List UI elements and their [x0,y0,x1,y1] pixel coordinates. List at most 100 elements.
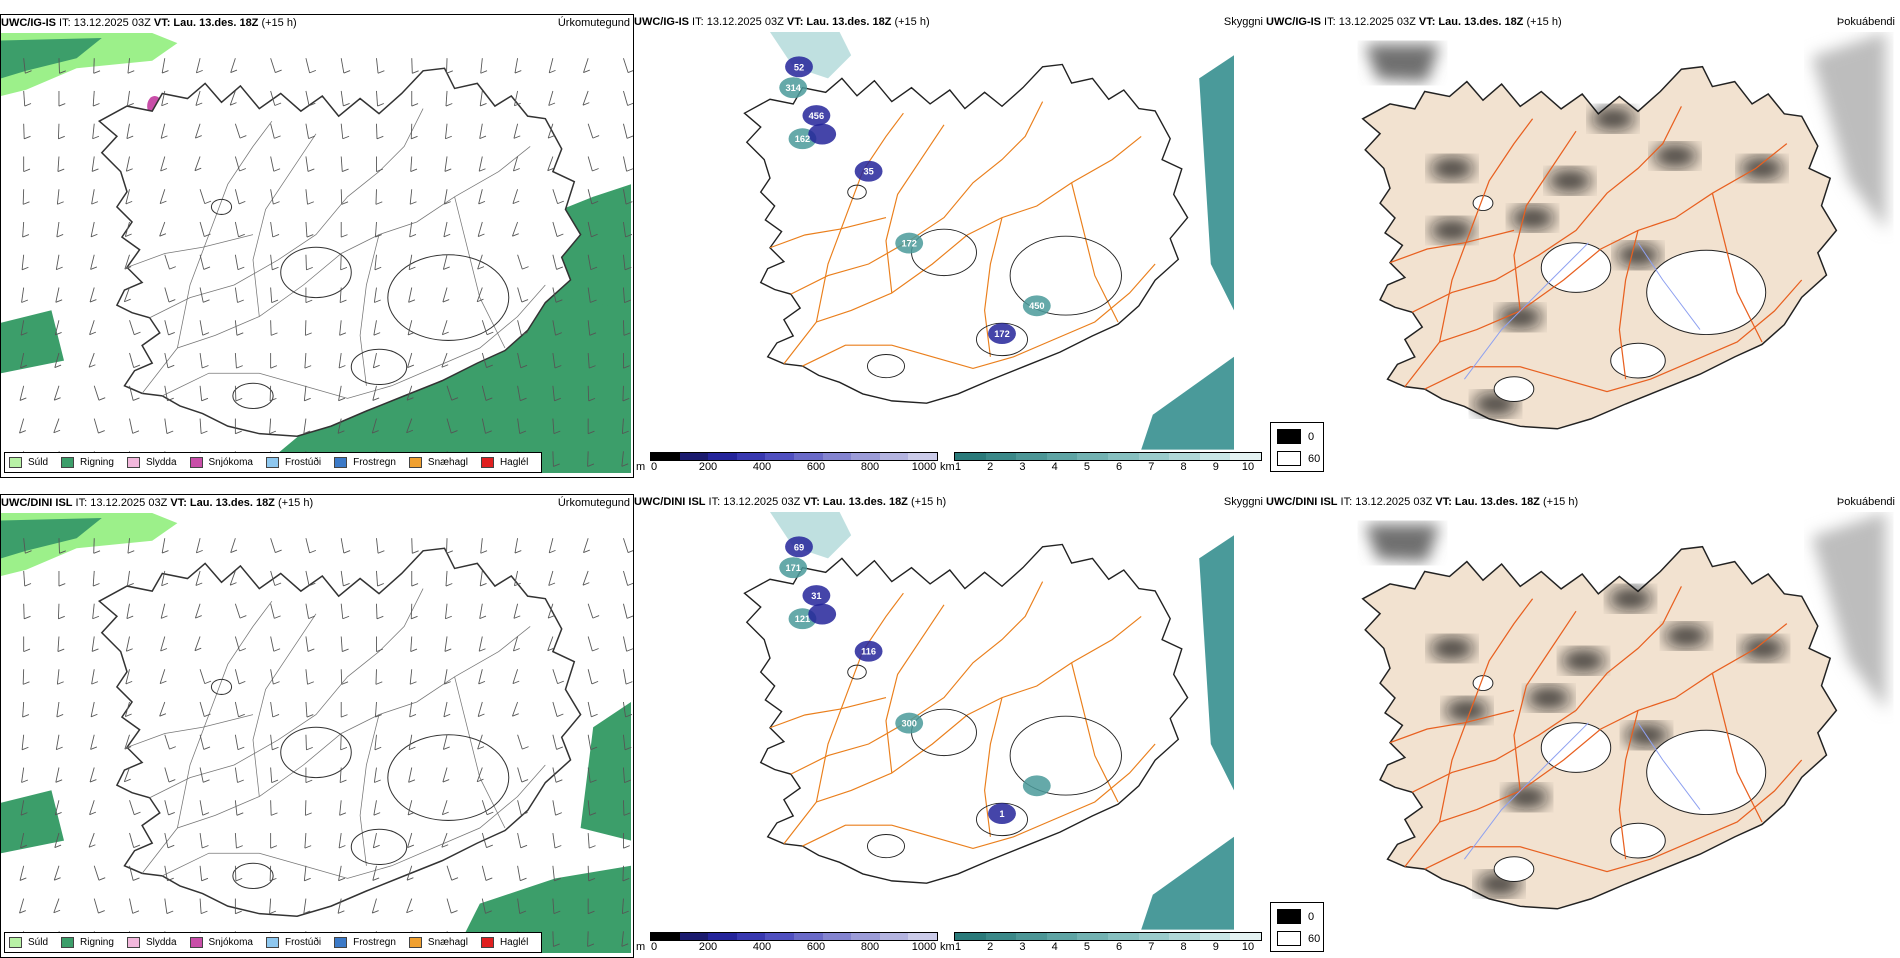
wind-barb-flag [622,430,629,435]
wind-barb [21,767,25,783]
wind-barb-flag [592,168,599,172]
wind-barb [270,603,275,619]
road-line [769,697,887,729]
wind-barb-flag [479,168,486,172]
wind-barb [164,320,169,336]
road-line [1424,759,1803,873]
wind-barb [303,865,307,881]
road-line [1389,229,1515,264]
wind-barb-flag [625,681,633,685]
wind-barb-flag [269,430,277,435]
wind-barb-flag [236,812,244,816]
wind-barb [446,898,452,914]
wind-barb-flag [200,430,208,435]
wind-barb [57,603,60,619]
wind-barb [234,669,240,685]
wind-barb-flag [340,266,348,271]
wind-barb-flag [273,681,280,685]
wind-barb [270,734,273,750]
wind-barb-flag [512,233,519,237]
wind-barb-flag [479,615,487,620]
dense-fog-patch [1664,623,1709,649]
wind-barb-flag [127,583,134,587]
legend-item: Snjókoma [189,937,253,948]
precip-header: UWC/DINI ISL IT: 13.12.2025 03Z VT: Lau.… [1,495,633,511]
road-line [790,581,1044,775]
wind-barb [305,669,308,685]
glacier-outline [387,734,510,821]
wind-barb-flag [627,582,633,586]
wind-barb-flag [167,397,174,402]
wind-barb-flag [235,910,242,915]
wind-barb-flag [555,779,563,783]
colorbar-tick: 4 [1051,461,1058,473]
wind-barb-flag [305,779,313,784]
wind-barb-flag [271,812,278,816]
low-visibility-patch [854,640,883,662]
colorbar-unit: m [636,941,646,953]
wind-barb-flag [583,549,590,553]
wind-barb [446,865,453,881]
iceland-coastline [1361,65,1838,430]
wind-barb [234,833,237,849]
wind-barb-flag [340,746,348,751]
wind-barb [514,570,519,586]
wind-barb [57,123,60,139]
wind-barb [478,636,483,652]
legend-label: Haglél [499,457,529,468]
wind-barb-flag [548,135,555,139]
visibility-value: 162 [795,134,810,144]
wind-barb [88,832,95,848]
colorbar-tick: 200 [698,461,718,473]
wind-barb-flag [55,812,62,816]
wind-barb-flag [623,332,631,336]
wind-barb-flag [134,331,141,336]
wind-barb [443,669,448,685]
wind-barb [234,767,238,783]
wind-barb [126,123,130,139]
wind-barb-flag [341,714,348,718]
wind-barb-flag [89,299,97,303]
wind-barb [305,189,308,205]
dense-fog-patch [1444,698,1490,723]
model-name: UWC/DINI ISL [634,496,706,508]
wind-barb-flag [308,615,316,620]
colorbar-segment [985,933,1017,940]
wind-barb-flag [90,266,98,270]
wind-barb-flag [485,430,492,434]
wind-barb [547,603,554,619]
rain-area [1,790,64,854]
wind-barb [621,451,624,467]
wind-barb [23,58,26,74]
wind-barb [20,352,25,368]
wind-barb [199,832,203,849]
wind-barb [587,636,593,652]
fog-index-panel: UWC/DINI ISL IT: 13.12.2025 03Z VT: Lau.… [1266,494,1898,956]
wind-barb-flag [306,746,313,751]
glacier-outline [210,678,233,695]
wind-barb [160,123,166,139]
wind-barb [305,538,311,553]
wind-barb-flag [514,582,521,587]
wind-barb [305,90,310,106]
colorbar-tick: 6 [1116,461,1123,473]
wind-barb [126,603,130,619]
wind-barb-flag [409,714,417,718]
init-label: IT: [56,17,74,29]
wind-barb [446,418,452,434]
wind-barb [303,418,307,434]
wind-barb-flag [377,103,384,107]
wind-barb-flag [477,746,485,750]
wind-barb-flag [592,648,599,652]
wind-barb [587,123,594,139]
wind-barb-flag [134,811,141,816]
low-visibility-area [1141,356,1234,450]
wind-barb-flag [168,779,176,783]
legend-label: Rigning [80,457,114,468]
wind-barb-flag [587,430,595,435]
wind-barb [340,254,342,270]
legend-swatch [334,937,348,948]
legend-label: Súld [28,457,49,468]
wind-barb-flag [166,910,174,914]
wind-barb [159,701,166,717]
